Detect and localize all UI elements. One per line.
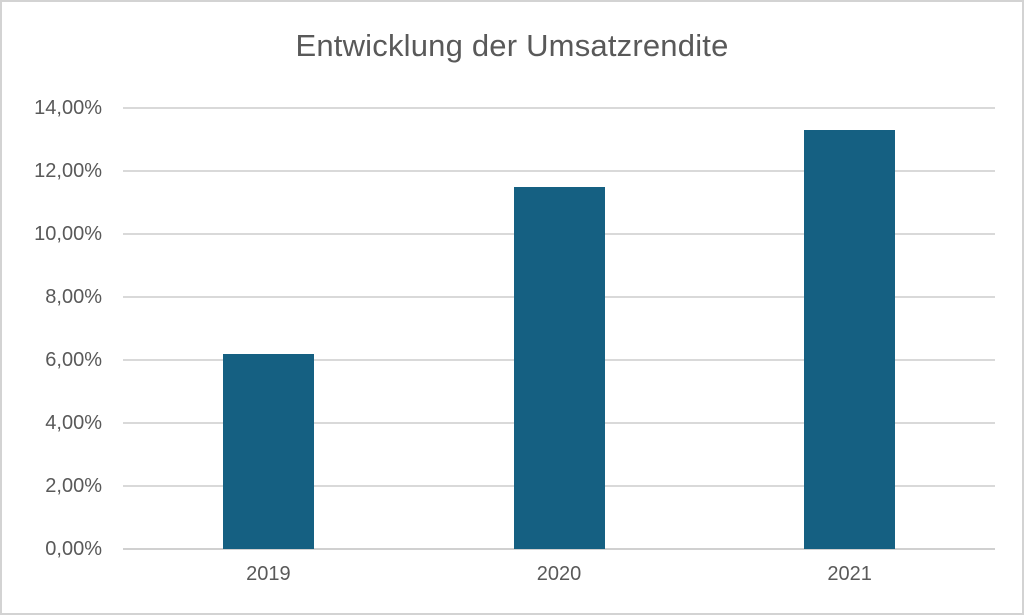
x-category-label: 2019 [246, 563, 291, 585]
bar-2021 [804, 130, 896, 549]
x-category-label: 2020 [536, 563, 582, 585]
chart-title: Entwicklung der Umsatzrendite [295, 28, 729, 63]
bar-2019 [222, 353, 314, 549]
y-tick-label: 6,00% [45, 349, 102, 371]
y-tick-label: 4,00% [45, 412, 102, 434]
plot-area [123, 107, 995, 550]
y-tick-label: 10,00% [34, 223, 102, 245]
y-tick-label: 8,00% [45, 286, 102, 308]
gridline [123, 107, 995, 109]
y-tick-label: 0,00% [45, 538, 102, 560]
gridline [123, 170, 995, 172]
y-tick-label: 12,00% [34, 160, 102, 182]
y-tick-label: 14,00% [34, 97, 102, 119]
x-category-label: 2021 [827, 563, 872, 585]
y-tick-label: 2,00% [45, 475, 102, 497]
x-axis-line [123, 548, 995, 550]
bar-2020 [513, 186, 605, 549]
